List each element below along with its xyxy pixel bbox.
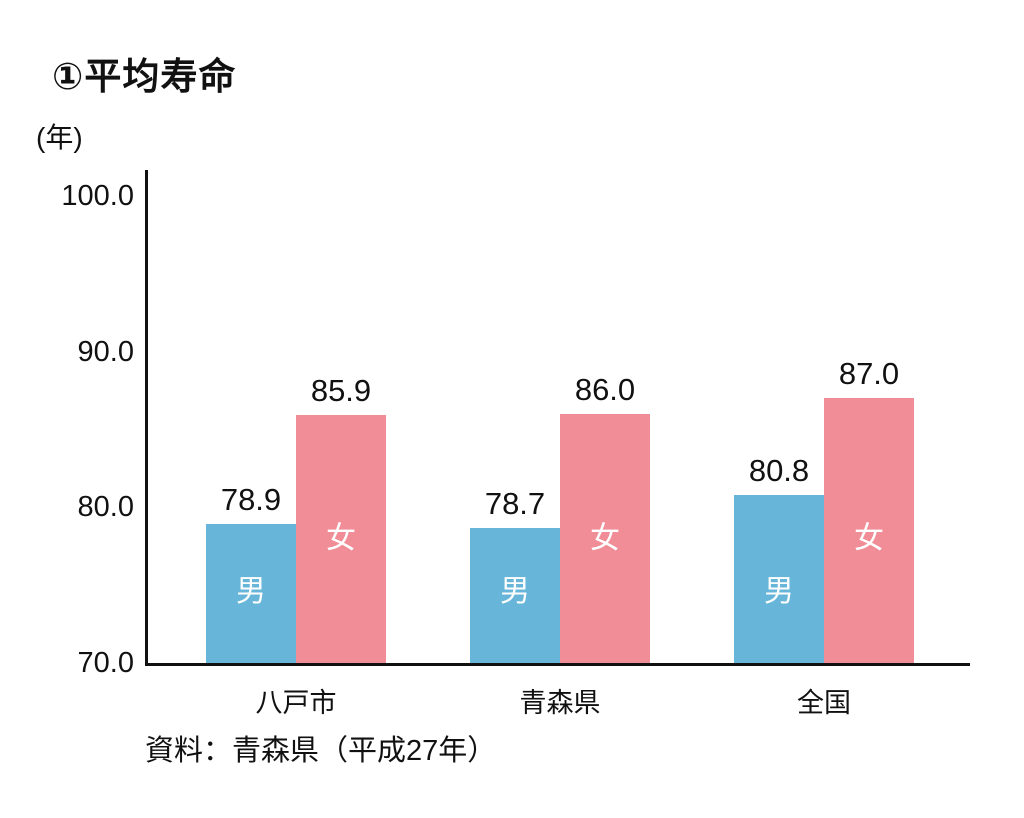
bar-male xyxy=(734,495,824,663)
bar-value-label: 78.7 xyxy=(484,486,546,521)
y-tick-label: 100.0 xyxy=(61,180,134,212)
bar-male xyxy=(470,528,560,663)
bar-series-label: 女 xyxy=(326,522,356,555)
bar-value-label: 78.9 xyxy=(220,482,282,517)
bar-value-label: 86.0 xyxy=(574,372,636,407)
x-axis-label: 八戸市 xyxy=(255,688,337,718)
y-axis-unit-label: (年) xyxy=(36,122,83,153)
bar-female xyxy=(296,415,386,663)
bar-value-label: 85.9 xyxy=(310,373,372,408)
y-tick-label: 80.0 xyxy=(77,491,134,524)
x-axis-label: 全国 xyxy=(797,688,851,718)
bar-series-label: 女 xyxy=(590,522,620,555)
x-axis-label: 青森県 xyxy=(519,688,601,718)
bar-series-label: 男 xyxy=(764,575,794,608)
plot-area: 100.0 90.0 80.0 70.0 78.9 男 85.9 女八戸市 78.7 男 86.0 女… xyxy=(61,170,970,718)
y-tick-label: 70.0 xyxy=(77,647,134,679)
bar-series-label: 女 xyxy=(854,522,884,555)
bar-series-label: 男 xyxy=(500,575,530,608)
bar-female xyxy=(560,414,650,663)
bar-series-label: 男 xyxy=(236,575,266,608)
bar-value-label: 87.0 xyxy=(838,356,900,391)
bar-female xyxy=(824,398,914,663)
page-title: ①平均寿命 xyxy=(52,56,237,97)
y-tick-label: 90.0 xyxy=(77,335,134,368)
source-note: 資料：青森県（平成27年） xyxy=(145,735,497,767)
bar-male xyxy=(206,524,296,663)
bar-value-label: 80.8 xyxy=(748,453,810,488)
